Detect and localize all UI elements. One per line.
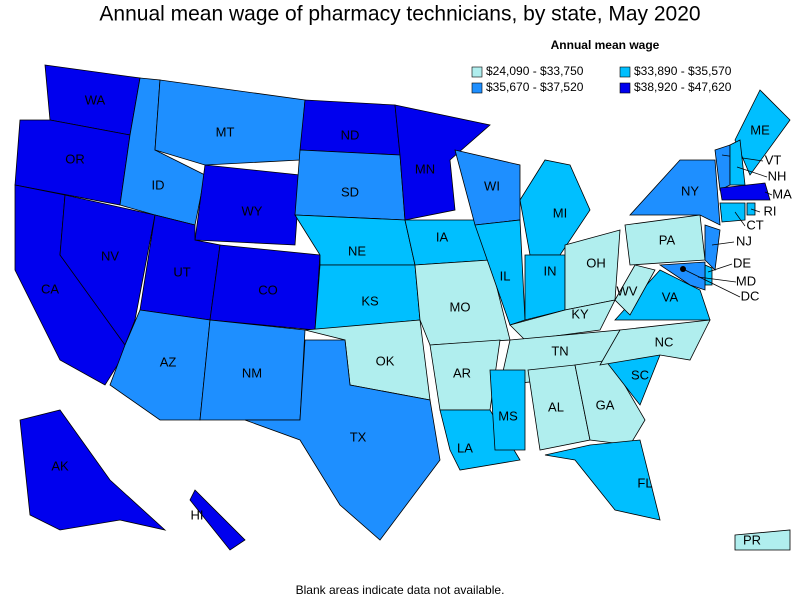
state-label: PA [659, 232, 676, 247]
state-label: NV [101, 248, 119, 263]
state-label: CO [258, 282, 278, 297]
legend-label: $35,670 - $37,520 [486, 80, 584, 94]
state-shape [704, 264, 713, 286]
state-label: VT [765, 152, 782, 167]
state-shape [719, 182, 771, 201]
state-label: ID [152, 177, 165, 192]
leader-line [682, 268, 741, 298]
state-shape [734, 89, 791, 176]
state-label: AL [548, 399, 564, 414]
state-label: MA [772, 186, 792, 201]
legend-label: $38,920 - $47,620 [634, 80, 732, 94]
legend-label: $33,890 - $35,570 [634, 64, 732, 78]
state-label: OK [376, 353, 395, 368]
leader-line [750, 208, 761, 213]
footnote: Blank areas indicate data not available. [296, 583, 505, 597]
state-label: PR [743, 532, 761, 547]
map-title: Annual mean wage of pharmacy technicians… [99, 3, 700, 26]
state-label: LA [457, 440, 473, 455]
state-shape [509, 299, 616, 341]
legend-title: Annual mean wage [551, 38, 660, 52]
state-label: NC [655, 334, 674, 349]
state-label: WV [617, 283, 638, 298]
state-shape [194, 164, 301, 246]
state-label: AZ [160, 354, 177, 369]
state-label: NM [242, 365, 262, 380]
state-label: TX [350, 429, 367, 444]
state-label: OH [586, 255, 606, 270]
state-label: SC [631, 367, 649, 382]
state-label: NH [768, 168, 787, 183]
state-shape [544, 439, 661, 521]
legend-swatch [619, 82, 631, 94]
state-label: KS [361, 293, 379, 308]
state-label: WI [484, 178, 500, 193]
state-label: IA [436, 229, 449, 244]
state-label: TN [551, 343, 568, 358]
state-label: FL [637, 475, 652, 490]
state-label: DC [741, 288, 760, 303]
state-label: MI [553, 205, 567, 220]
state-shape [599, 319, 711, 366]
state-shape [658, 261, 706, 291]
state-shape [629, 159, 721, 226]
state-label: CT [746, 217, 763, 232]
state-label: NJ [736, 233, 752, 248]
state-label: DE [733, 255, 751, 270]
state-shape [714, 144, 731, 191]
state-label: MN [415, 161, 435, 176]
state-label: IN [544, 263, 557, 278]
leader-line [736, 166, 768, 178]
state-label: IL [500, 268, 511, 283]
state-label: CA [41, 281, 59, 296]
state-label: RI [764, 203, 777, 218]
state-label: NY [681, 183, 699, 198]
state-shape [244, 339, 441, 541]
state-label: KY [571, 306, 589, 321]
state-label: WA [85, 92, 106, 107]
state-label: NE [348, 243, 366, 258]
state-label: MT [216, 124, 235, 139]
state-label: SD [341, 184, 359, 199]
state-label: ME [750, 122, 770, 137]
state-label: MO [450, 299, 471, 314]
state-label: WY [242, 203, 263, 218]
state-shape [734, 529, 791, 551]
state-label: AR [453, 365, 471, 380]
state-shape [394, 104, 491, 221]
leader-line [734, 211, 746, 227]
leader-line [764, 191, 773, 196]
legend-swatch [619, 66, 631, 78]
leader-line [721, 154, 764, 162]
state-shape [154, 79, 306, 166]
state-label: OR [65, 151, 85, 166]
state-shape [704, 224, 721, 271]
leader-line [697, 276, 737, 283]
state-label: UT [173, 264, 190, 279]
state-label: AK [51, 458, 69, 473]
state-label: MD [736, 273, 756, 288]
legend-label: $24,090 - $33,750 [486, 64, 584, 78]
state-label: MS [498, 408, 518, 423]
state-label: GA [596, 397, 615, 412]
state-shape [189, 489, 246, 551]
state-shape [489, 369, 526, 451]
state-label: VA [662, 289, 679, 304]
leader-line [707, 263, 733, 273]
state-label: HI [191, 507, 204, 522]
state-label: ND [341, 127, 360, 142]
leader-line [711, 241, 735, 246]
state-shape [19, 409, 167, 531]
legend-swatch [471, 66, 483, 78]
state-shape [719, 202, 746, 223]
state-shape [439, 409, 521, 471]
legend-swatch [471, 82, 483, 94]
state-shape [614, 264, 656, 316]
